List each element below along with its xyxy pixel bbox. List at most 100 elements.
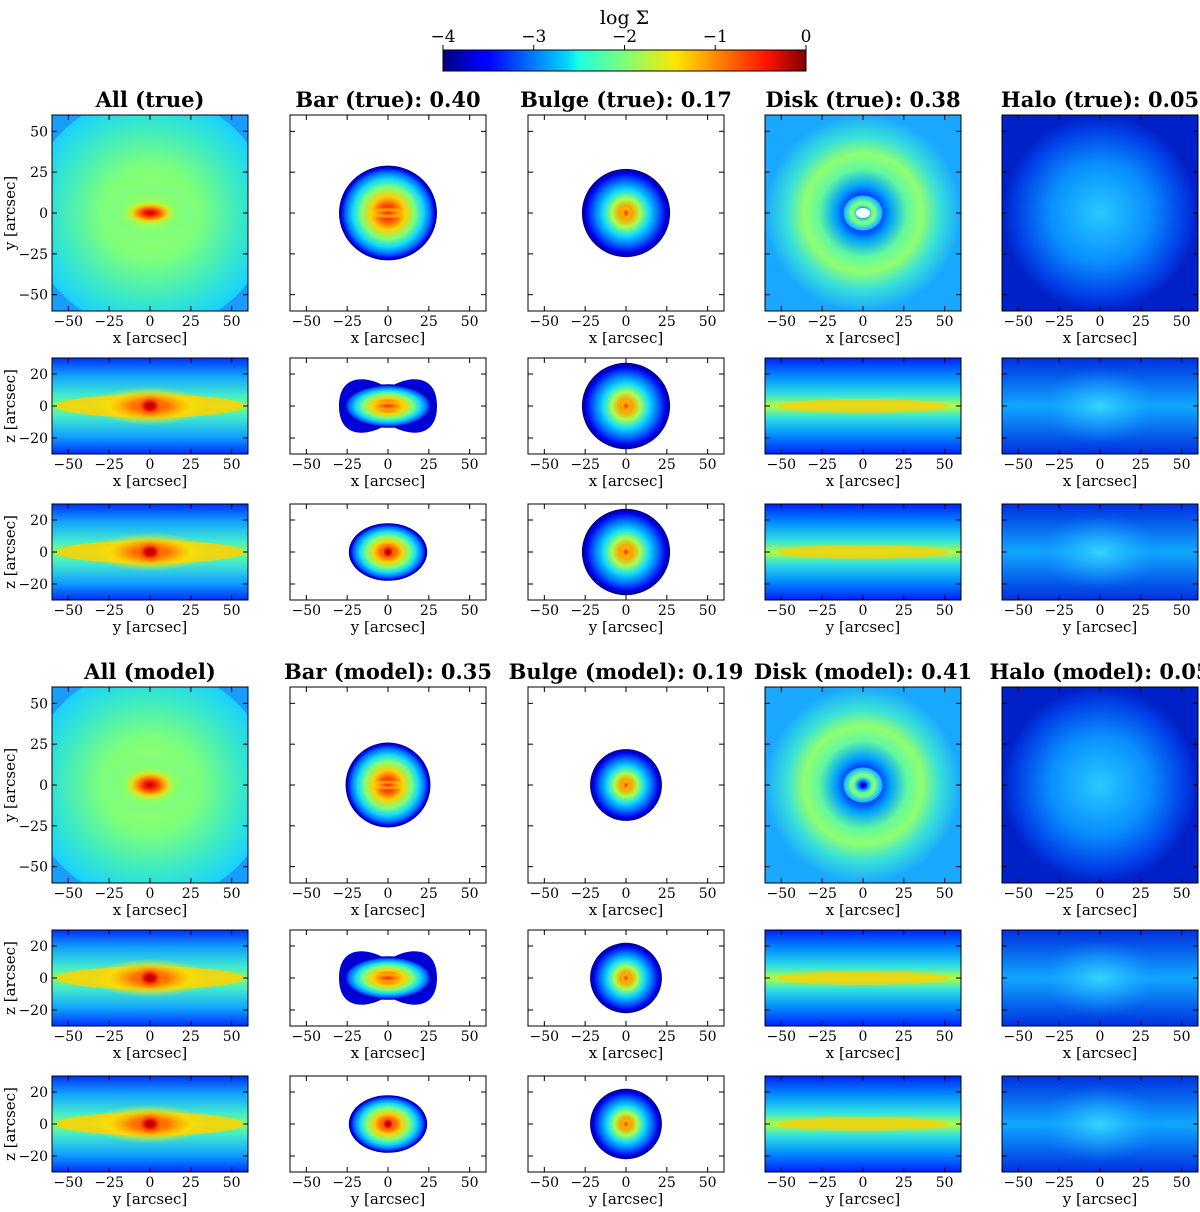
x-tick-label: 25 [1132, 1029, 1150, 1045]
x-tick-label: 0 [1096, 1029, 1105, 1045]
x-tick-label: 50 [461, 603, 479, 619]
x-tick-label: 0 [146, 603, 155, 619]
x-tick-label: −25 [807, 603, 837, 619]
x-tick-label: 25 [420, 603, 438, 619]
panel-model-disk-xy: −50 −25 0 25 50 x [arcsec] Disk (model): 0.41 [754, 659, 972, 919]
x-tick-label: −50 [530, 886, 560, 902]
heatmap-image [348, 1095, 428, 1153]
x-tick-label: −25 [332, 1175, 362, 1191]
x-tick-label: −25 [332, 1029, 362, 1045]
x-tick-label: 0 [622, 603, 631, 619]
y-tick-label: −50 [18, 288, 48, 304]
panel-title: Halo (model): 0.05 [989, 659, 1200, 684]
x-tick-label: 50 [699, 603, 717, 619]
panel-title: Disk (true): 0.38 [765, 87, 960, 112]
x-tick-label: −50 [1004, 457, 1034, 473]
colorbar-tick-label: −4 [430, 27, 455, 47]
panel-model-bar-yz: −50 −25 0 25 50 y [arcsec] [289, 1075, 487, 1208]
x-tick-label: 25 [895, 886, 913, 902]
x-tick-label: −50 [292, 603, 322, 619]
heatmap-image [765, 504, 961, 600]
x-tick-label: 25 [658, 886, 676, 902]
heatmap-bulge-core [620, 972, 632, 984]
heatmap-halo [1002, 115, 1198, 311]
x-tick-label: −25 [94, 603, 124, 619]
x-axis-label: y [arcsec] [350, 618, 425, 636]
panel-title: Disk (model): 0.41 [754, 659, 972, 684]
x-axis-label: x [arcsec] [826, 1044, 900, 1062]
panel-model-bar-xz: −50 −25 0 25 50 x [arcsec] [289, 929, 487, 1062]
x-tick-label: 25 [895, 603, 913, 619]
x-tick-label: −50 [54, 314, 84, 330]
y-tick-label: 20 [30, 367, 48, 383]
x-tick-label: −50 [767, 603, 797, 619]
x-axis-label: x [arcsec] [589, 472, 663, 490]
heatmap-image [581, 362, 671, 450]
heatmap-image [590, 942, 662, 1014]
heatmap-disk-hole [843, 767, 883, 803]
x-tick-label: −50 [530, 457, 560, 473]
colorbar-tick-label: −2 [612, 27, 637, 47]
x-tick-label: −50 [54, 886, 84, 902]
x-tick-label: 25 [182, 1029, 200, 1045]
x-tick-label: 25 [1132, 457, 1150, 473]
x-tick-label: −25 [570, 886, 600, 902]
x-tick-label: 0 [859, 1175, 868, 1191]
heatmap-bar-core [379, 1115, 397, 1133]
x-tick-label: 50 [936, 1029, 954, 1045]
x-tick-label: −25 [570, 1029, 600, 1045]
y-tick-label: −20 [18, 577, 48, 593]
panel-true-bulge-xy: −50 −25 0 25 50 x [arcsec] Bulge (true): 0.17 [520, 87, 732, 347]
y-tick-label: 0 [39, 545, 48, 561]
panel-title: Bulge (true): 0.17 [520, 87, 732, 112]
y-axis-label: z [arcsec] [1, 515, 19, 589]
x-tick-label: 25 [182, 603, 200, 619]
heatmap-image [765, 1076, 961, 1172]
heatmap-core [124, 201, 176, 225]
x-axis-label: x [arcsec] [351, 1044, 425, 1062]
x-tick-label: −50 [292, 886, 322, 902]
colorbar-label: log Σ [600, 7, 649, 29]
x-axis-label: y [arcsec] [825, 618, 900, 636]
panel-true-bulge-xz: −50 −25 0 25 50 x [arcsec] [527, 357, 725, 490]
heatmap-image [52, 504, 248, 600]
x-tick-label: −50 [1004, 314, 1034, 330]
x-axis-label: x [arcsec] [1063, 472, 1137, 490]
x-tick-label: 0 [859, 1029, 868, 1045]
x-tick-label: −25 [570, 314, 600, 330]
panel-true-bar-xy: −50 −25 0 25 50 x [arcsec] Bar (true): 0.40 [289, 87, 487, 347]
heatmap-core [134, 966, 166, 990]
colorbar [442, 49, 807, 72]
x-tick-label: −50 [292, 1029, 322, 1045]
panel-true-disk-xy: −50 −25 0 25 50 x [arcsec] Disk (true): 0.38 [764, 87, 962, 347]
x-tick-label: 25 [1132, 886, 1150, 902]
y-axis-label: z [arcsec] [1, 369, 19, 443]
heatmap-halo-glow [1037, 513, 1163, 591]
heatmap-core [134, 540, 166, 564]
x-tick-label: 25 [420, 886, 438, 902]
x-tick-label: 0 [1096, 457, 1105, 473]
x-tick-label: 50 [1173, 1029, 1191, 1045]
x-tick-label: −50 [767, 457, 797, 473]
x-tick-label: −25 [94, 1029, 124, 1045]
x-axis-label: x [arcsec] [113, 1044, 187, 1062]
heatmap-halo-glow [1037, 939, 1163, 1017]
heatmap-bar-core [365, 400, 411, 412]
heatmap-core [134, 394, 166, 418]
y-tick-label: 0 [39, 399, 48, 415]
panel-title: Halo (true): 0.05 [1001, 87, 1199, 112]
colorbar-tick-label: −3 [521, 27, 546, 47]
panel-true-all-xy: −50 −25 0 25 50 x [arcsec] −50 −25 0 25 50 y [arcse… [1, 87, 249, 347]
x-tick-label: 50 [223, 603, 241, 619]
x-tick-label: 25 [420, 314, 438, 330]
panel-title: Bar (true): 0.40 [295, 87, 480, 112]
x-tick-label: 50 [461, 1029, 479, 1045]
heatmap-image [52, 930, 248, 1026]
panel-model-bulge-yz: −50 −25 0 25 50 y [arcsec] [527, 1075, 725, 1208]
x-tick-label: −50 [54, 457, 84, 473]
x-tick-label: −50 [1004, 603, 1034, 619]
x-tick-label: 25 [1132, 603, 1150, 619]
x-tick-label: −50 [767, 1029, 797, 1045]
y-tick-label: 0 [39, 971, 48, 987]
